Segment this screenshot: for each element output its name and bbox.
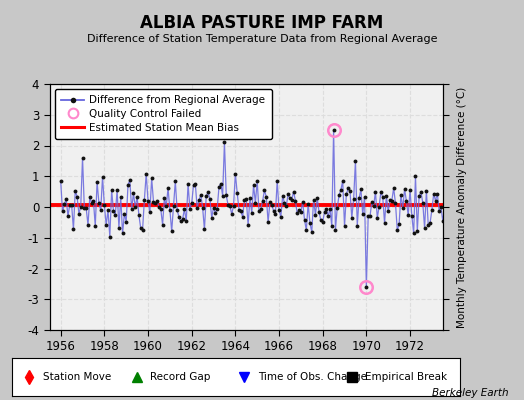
Text: Empirical Break: Empirical Break <box>365 372 447 382</box>
Text: Time of Obs. Change: Time of Obs. Change <box>258 372 367 382</box>
Text: Berkeley Earth: Berkeley Earth <box>432 388 508 398</box>
Y-axis label: Monthly Temperature Anomaly Difference (°C): Monthly Temperature Anomaly Difference (… <box>457 86 467 328</box>
Text: Record Gap: Record Gap <box>150 372 211 382</box>
Text: ALBIA PASTURE IMP FARM: ALBIA PASTURE IMP FARM <box>140 14 384 32</box>
Text: Station Move: Station Move <box>43 372 111 382</box>
Text: Difference of Station Temperature Data from Regional Average: Difference of Station Temperature Data f… <box>87 34 437 44</box>
Legend: Difference from Regional Average, Quality Control Failed, Estimated Station Mean: Difference from Regional Average, Qualit… <box>55 89 271 139</box>
